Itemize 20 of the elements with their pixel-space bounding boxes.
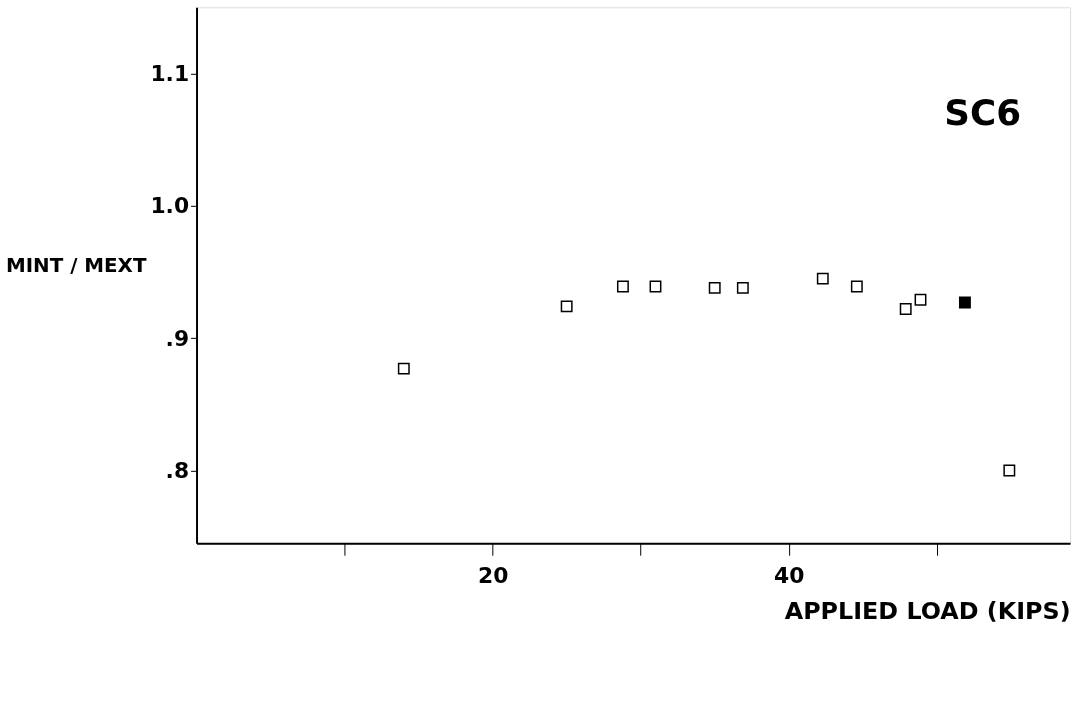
x-tick-label: 40: [774, 562, 805, 588]
y-tick-label: 1.1: [150, 60, 190, 86]
x-axis-title: APPLIED LOAD (KIPS): [784, 597, 1071, 626]
point: [1003, 464, 1016, 477]
point: [914, 293, 927, 306]
point: [397, 362, 410, 375]
point: [958, 296, 971, 309]
point: [708, 281, 721, 294]
annotation: SC6: [944, 92, 1022, 134]
point: [899, 303, 912, 315]
point: [736, 281, 749, 294]
x-tick-label: 20: [477, 562, 509, 588]
point: [816, 272, 829, 285]
point: [850, 280, 863, 293]
point: [560, 300, 573, 313]
y-tick-label: 1.0: [150, 193, 190, 219]
y-tick-label: .8: [165, 457, 190, 483]
y-axis-title: MINT / MEXT: [5, 253, 147, 277]
y-tick-label: .9: [165, 325, 190, 351]
point: [616, 280, 629, 293]
